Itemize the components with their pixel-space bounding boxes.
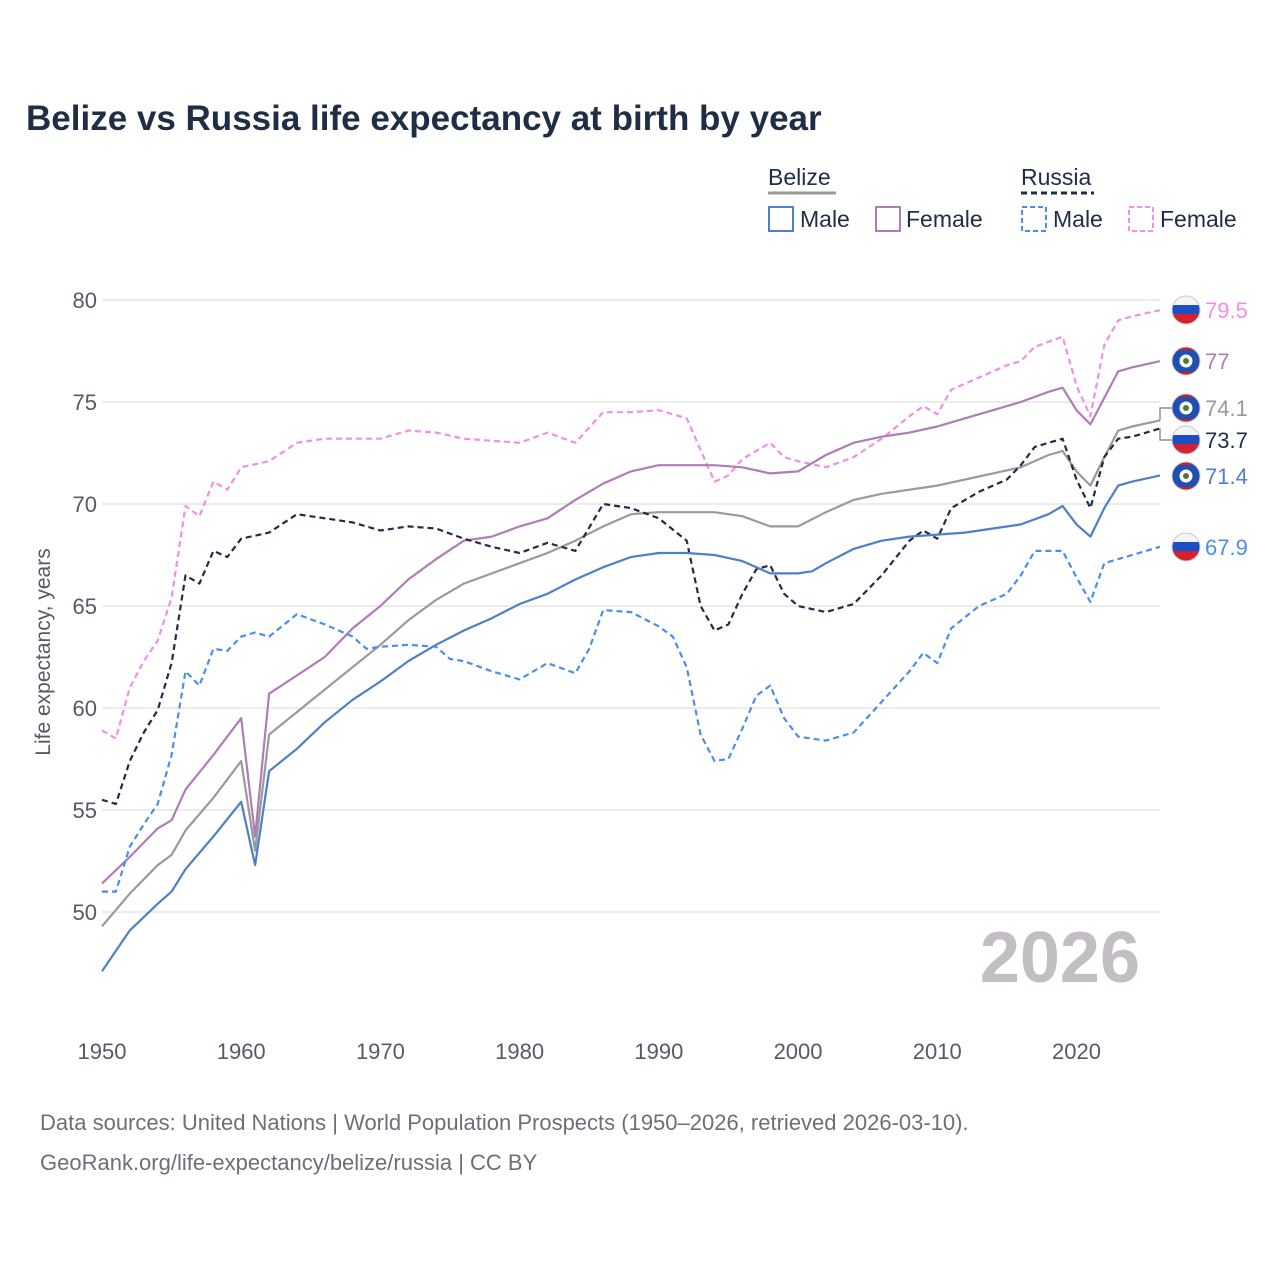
source-line-1: Data sources: United Nations | World Pop… [40, 1110, 969, 1135]
end-label-russia-male: 67.9 [1205, 535, 1248, 560]
legend-belize-male-swatch [768, 206, 794, 232]
x-tick-1980: 1980 [495, 1039, 544, 1064]
x-tick-1970: 1970 [356, 1039, 405, 1064]
source-line-2: GeoRank.org/life-expectancy/belize/russi… [40, 1150, 538, 1175]
belize-flag-icon [1171, 393, 1201, 423]
belize-flag-icon [1171, 346, 1201, 376]
russia-flag-icon [1171, 425, 1201, 455]
x-axis: 1950 1960 1970 1980 1990 2000 2010 2020 [78, 1039, 1101, 1064]
series-line-belize-total [101, 419, 1161, 928]
y-axis: 50 55 60 65 70 75 80 [73, 288, 97, 925]
legend-belize-female-swatch [875, 206, 901, 232]
x-tick-1960: 1960 [217, 1039, 266, 1064]
legend-russia-male-label: Male [1053, 206, 1103, 232]
x-tick-2010: 2010 [913, 1039, 962, 1064]
end-connector-russia-total [1159, 428, 1172, 441]
y-tick-60: 60 [73, 696, 97, 721]
grid [102, 299, 1160, 913]
legend-belize-male-label: Male [800, 206, 850, 232]
series-line-russia-total [101, 427, 1161, 805]
legend-group-belize: Belize [768, 164, 831, 190]
y-tick-50: 50 [73, 900, 97, 925]
y-tick-55: 55 [73, 798, 97, 823]
legend-belize-female-label: Female [906, 206, 983, 232]
end-connector-belize-total [1159, 407, 1172, 421]
legend-russia-male-swatch [1021, 206, 1047, 232]
legend: Belize Male Female Russia Male Female [768, 164, 1237, 232]
y-tick-70: 70 [73, 492, 97, 517]
end-labels: 79.5 77 74.1 73.7 71.4 67.9 [1159, 295, 1248, 562]
end-label-belize-total: 74.1 [1205, 396, 1248, 421]
y-tick-65: 65 [73, 594, 97, 619]
belize-flag-icon [1171, 461, 1201, 491]
series-line-belize-female [101, 360, 1161, 885]
series [101, 309, 1161, 972]
end-label-russia-female: 79.5 [1205, 298, 1248, 323]
x-tick-2000: 2000 [774, 1039, 823, 1064]
russia-flag-icon [1171, 532, 1201, 562]
y-tick-80: 80 [73, 288, 97, 313]
end-label-belize-male: 71.4 [1205, 464, 1248, 489]
series-line-belize-male [101, 474, 1161, 972]
legend-group-russia: Russia [1021, 164, 1092, 190]
chart-title: Belize vs Russia life expectancy at birt… [26, 99, 822, 138]
y-axis-label: Life expectancy, years [32, 548, 55, 755]
year-label: 2026 [980, 918, 1140, 998]
x-tick-1950: 1950 [78, 1039, 127, 1064]
series-line-russia-male [102, 545, 1161, 893]
legend-russia-female-swatch [1128, 206, 1154, 232]
x-tick-2020: 2020 [1052, 1039, 1101, 1064]
series-line-russia-female [101, 309, 1161, 740]
end-label-belize-female: 77 [1205, 349, 1229, 374]
end-label-russia-total: 73.7 [1205, 428, 1248, 453]
y-tick-75: 75 [73, 390, 97, 415]
x-tick-1990: 1990 [634, 1039, 683, 1064]
russia-flag-icon [1171, 295, 1201, 325]
legend-russia-female-label: Female [1160, 206, 1237, 232]
